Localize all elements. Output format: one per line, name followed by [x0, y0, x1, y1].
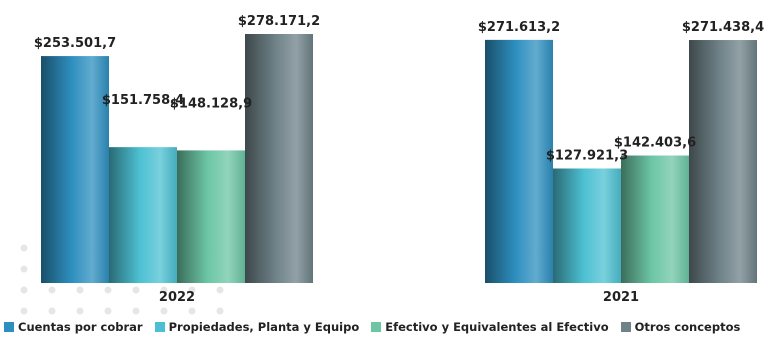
decorative-dot [76, 286, 84, 294]
legend-swatch [371, 322, 382, 332]
bar-2021-2 [621, 155, 689, 283]
legend: Cuentas por cobrar Propiedades, Planta y … [4, 318, 770, 336]
decorative-dot [104, 286, 112, 294]
data-label: $151.758,4 [102, 93, 184, 108]
decorative-dot [20, 307, 28, 315]
legend-label: Propiedades, Planta y Equipo [168, 320, 360, 334]
data-label: $271.438,4 [682, 20, 764, 35]
decorative-dot [216, 286, 224, 294]
data-label: $271.613,2 [478, 20, 560, 35]
decorative-dot [76, 307, 84, 315]
data-label: $148.128,9 [170, 96, 252, 111]
data-label: $278.171,2 [238, 14, 320, 29]
legend-swatch [620, 322, 631, 332]
bar-2021-1 [553, 168, 621, 283]
data-label: $142.403,6 [614, 136, 696, 151]
bar-2022-0 [41, 56, 109, 284]
bar-2022-2 [177, 150, 245, 283]
legend-item: Efectivo y Equivalentes al Efectivo [371, 320, 609, 334]
decorative-dot [104, 307, 112, 315]
legend-swatch [4, 322, 14, 332]
decorative-dot [48, 286, 56, 294]
decorative-dot [20, 244, 28, 252]
decorative-dot [216, 307, 224, 315]
decorative-dot [160, 286, 168, 294]
legend-swatch [154, 322, 165, 332]
legend-item: Propiedades, Planta y Equipo [154, 320, 360, 334]
decorative-dot [132, 307, 140, 315]
decorative-dot [188, 307, 196, 315]
decorative-dot [160, 307, 168, 315]
legend-label: Otros conceptos [634, 320, 741, 334]
decorative-dot [132, 286, 140, 294]
data-label: $253.501,7 [34, 36, 116, 51]
decorative-dot [48, 307, 56, 315]
category-label: 2021 [603, 290, 639, 305]
bar-2022-3 [245, 34, 313, 283]
category-label: 2022 [159, 290, 195, 305]
legend-item: Cuentas por cobrar [4, 320, 143, 334]
data-label: $127.921,3 [546, 148, 628, 163]
bar-2021-0 [485, 39, 553, 284]
legend-item: Otros conceptos [620, 320, 741, 334]
bar-2021-3 [689, 40, 757, 283]
legend-label: Cuentas por cobrar [18, 320, 143, 334]
decorative-dot [20, 265, 28, 273]
bar-2022-1 [109, 147, 177, 283]
decorative-dot [20, 286, 28, 294]
decorative-dot [188, 286, 196, 294]
legend-label: Efectivo y Equivalentes al Efectivo [385, 320, 609, 334]
